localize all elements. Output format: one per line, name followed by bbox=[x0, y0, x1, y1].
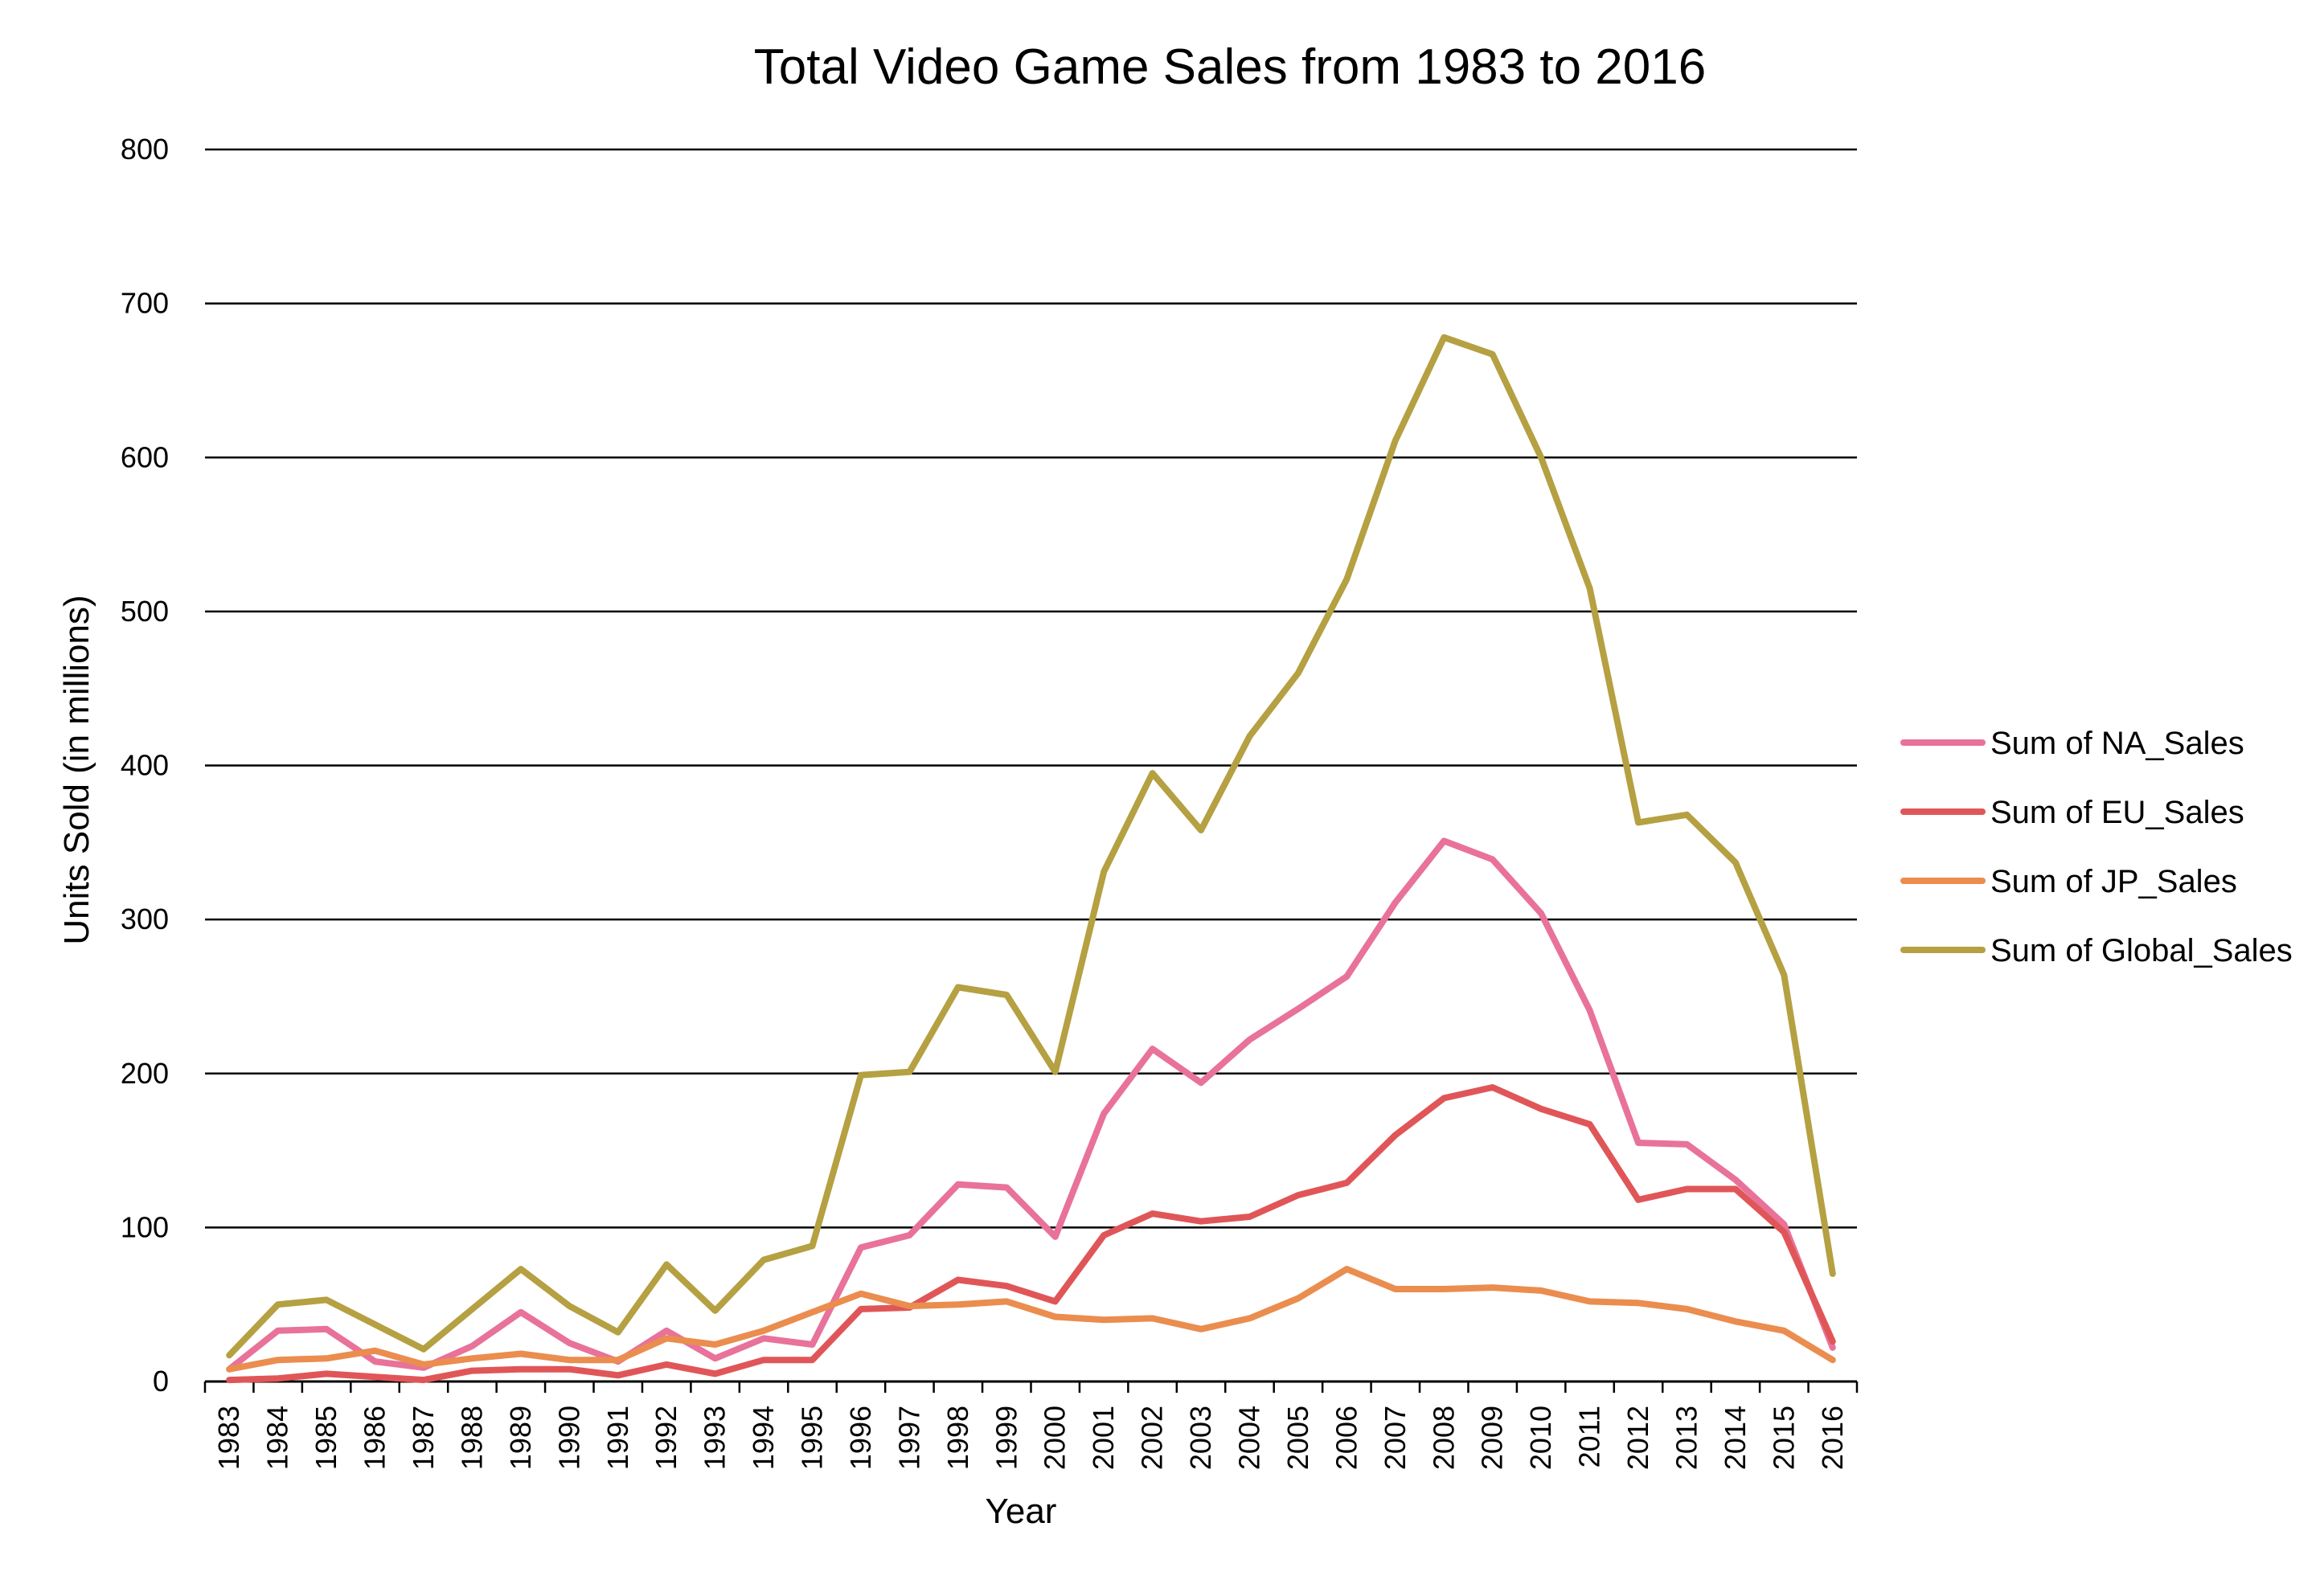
y-tick-label: 100 bbox=[121, 1210, 169, 1243]
legend-label: Sum of JP_Sales bbox=[1990, 864, 2237, 899]
x-tick-label: 1998 bbox=[941, 1406, 974, 1470]
x-axis-ticks: 1983 1984 1985 1986 1987 1988 1989 1990 1991 1992… bbox=[212, 1406, 1849, 1470]
y-tick-label: 300 bbox=[121, 903, 169, 935]
y-axis-title: Units Sold (in millions) bbox=[57, 595, 96, 944]
x-tick-label: 1987 bbox=[407, 1406, 440, 1470]
x-tick-label: 2013 bbox=[1670, 1406, 1703, 1470]
gridlines bbox=[205, 148, 1857, 1229]
x-tick-label: 1999 bbox=[990, 1406, 1023, 1470]
x-tick-label: 1990 bbox=[552, 1406, 585, 1470]
x-tick-label: 2000 bbox=[1039, 1406, 1072, 1470]
y-tick-label: 600 bbox=[121, 440, 169, 473]
x-tick-label: 2010 bbox=[1524, 1406, 1557, 1470]
legend: Sum of NA_Sales Sum of EU_Sales Sum of JP_… bbox=[1900, 726, 2293, 968]
x-tick-label: 1991 bbox=[601, 1406, 634, 1470]
chart-title: Total Video Game Sales from 1983 to 2016 bbox=[754, 39, 1706, 95]
x-tick-label: 2006 bbox=[1330, 1406, 1363, 1470]
x-tick-label: 1989 bbox=[504, 1406, 537, 1470]
series-lines bbox=[226, 334, 1836, 1384]
x-tick-label: 1988 bbox=[455, 1406, 488, 1470]
x-tick-label: 2009 bbox=[1476, 1406, 1509, 1470]
series-line bbox=[226, 334, 1836, 1359]
x-tick-label: 2002 bbox=[1136, 1406, 1169, 1470]
x-tick-label: 1996 bbox=[844, 1406, 877, 1470]
legend-label: Sum of Global_Sales bbox=[1990, 933, 2293, 968]
x-tick-label: 2008 bbox=[1427, 1406, 1460, 1470]
x-tick-label: 1985 bbox=[309, 1406, 342, 1470]
x-tick-label: 1992 bbox=[650, 1406, 682, 1470]
x-tick-label: 2005 bbox=[1281, 1406, 1314, 1470]
legend-label: Sum of NA_Sales bbox=[1990, 726, 2244, 761]
y-tick-label: 0 bbox=[153, 1365, 169, 1398]
x-axis-title: Year bbox=[986, 1492, 1057, 1531]
x-tick-label: 2012 bbox=[1621, 1406, 1654, 1470]
x-tick-label: 1995 bbox=[796, 1406, 829, 1470]
x-tick-label: 2003 bbox=[1184, 1406, 1217, 1470]
x-tick-label: 1993 bbox=[699, 1406, 732, 1470]
x-tick-label: 1994 bbox=[747, 1406, 780, 1470]
y-tick-label: 800 bbox=[121, 133, 169, 166]
x-tick-label: 1983 bbox=[212, 1406, 245, 1470]
y-tick-label: 400 bbox=[121, 749, 169, 782]
x-tick-label: 2015 bbox=[1767, 1406, 1800, 1470]
x-tick-label: 2007 bbox=[1379, 1406, 1412, 1470]
y-tick-label: 500 bbox=[121, 595, 169, 628]
y-tick-label: 200 bbox=[121, 1057, 169, 1090]
series-line bbox=[226, 837, 1836, 1373]
series-line bbox=[226, 1084, 1836, 1384]
series-line bbox=[226, 1266, 1836, 1373]
x-tick-label: 2014 bbox=[1719, 1406, 1752, 1470]
y-tick-label: 700 bbox=[121, 287, 169, 320]
legend-label: Sum of EU_Sales bbox=[1990, 795, 2244, 830]
x-tick-label: 2004 bbox=[1232, 1406, 1265, 1470]
x-tick-label: 1984 bbox=[261, 1406, 294, 1470]
x-axis bbox=[203, 1380, 1859, 1393]
x-tick-label: 1997 bbox=[892, 1406, 925, 1470]
x-tick-label: 2001 bbox=[1087, 1406, 1120, 1470]
y-axis-ticks: 0 100 200 300 400 500 600 700 800 bbox=[121, 133, 169, 1398]
x-tick-label: 2011 bbox=[1573, 1406, 1606, 1467]
x-tick-label: 1986 bbox=[359, 1406, 391, 1470]
x-tick-label: 2016 bbox=[1816, 1406, 1849, 1470]
